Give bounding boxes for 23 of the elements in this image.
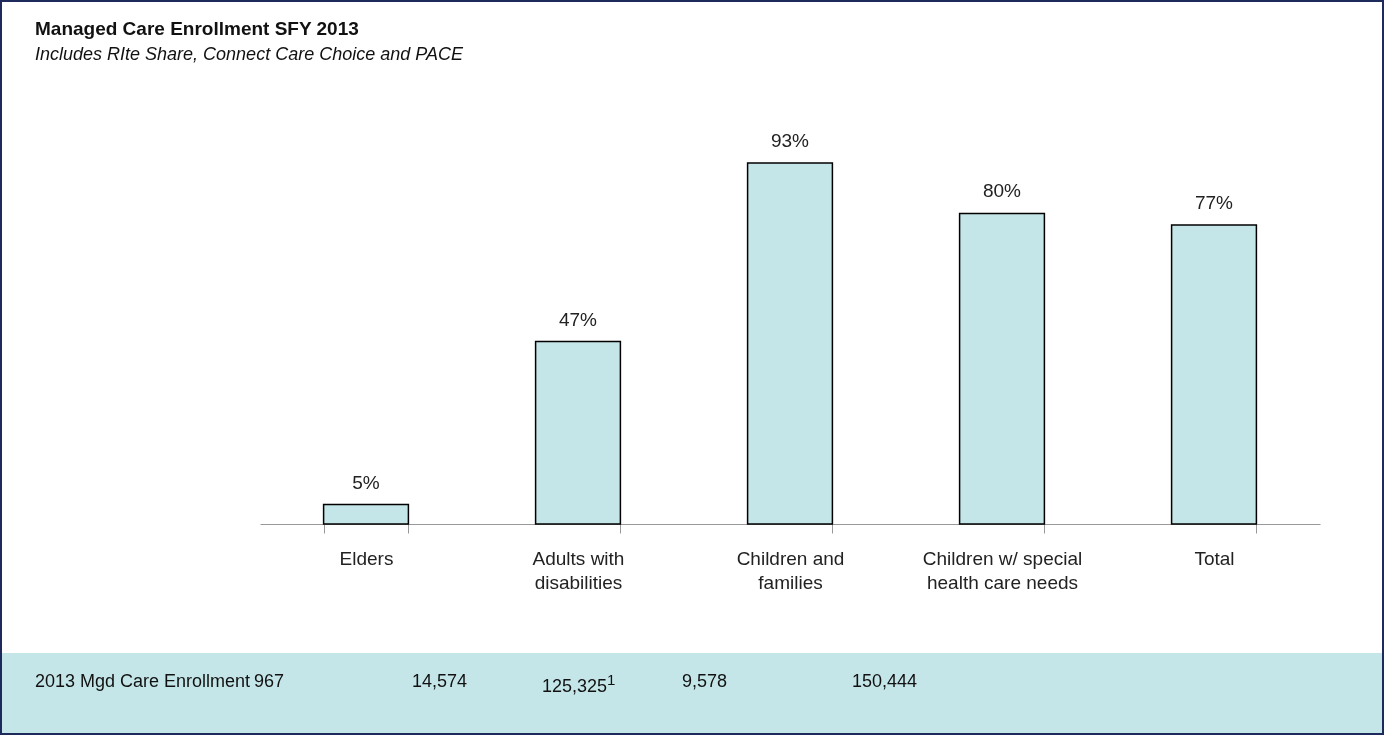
data-label: 5% bbox=[352, 471, 380, 493]
text: 9,578 bbox=[682, 671, 728, 692]
text: 14,574 bbox=[412, 671, 468, 692]
text: 967 bbox=[254, 671, 285, 692]
x-tick-label: Adults with disabilities bbox=[532, 547, 625, 593]
data-label: 93% bbox=[770, 130, 810, 151]
x-tick-label: Children and families bbox=[736, 547, 845, 593]
bar bbox=[1170, 224, 1258, 525]
data-label: 47% bbox=[558, 308, 598, 330]
chart-title: Managed Care Enrollment SFY 2013 bbox=[35, 18, 359, 40]
x-tick-label: Children w/ special health care needs bbox=[922, 547, 1083, 593]
text: 2013 Mgd Care Enrollment bbox=[35, 671, 251, 692]
data-label: 80% bbox=[982, 180, 1022, 202]
x-tick-label: Elders bbox=[339, 547, 394, 569]
bar bbox=[322, 503, 410, 525]
chart-subtitle: Includes RIte Share, Connect Care Choice and PACE bbox=[35, 44, 463, 65]
bar bbox=[534, 340, 622, 525]
text: 150,444 bbox=[852, 671, 918, 692]
text: 125,325$^{1}$ bbox=[542, 671, 616, 697]
data-label: 77% bbox=[1194, 192, 1234, 214]
x-tick-label: Total bbox=[1194, 547, 1235, 569]
bar bbox=[958, 212, 1046, 525]
bar bbox=[746, 162, 834, 525]
